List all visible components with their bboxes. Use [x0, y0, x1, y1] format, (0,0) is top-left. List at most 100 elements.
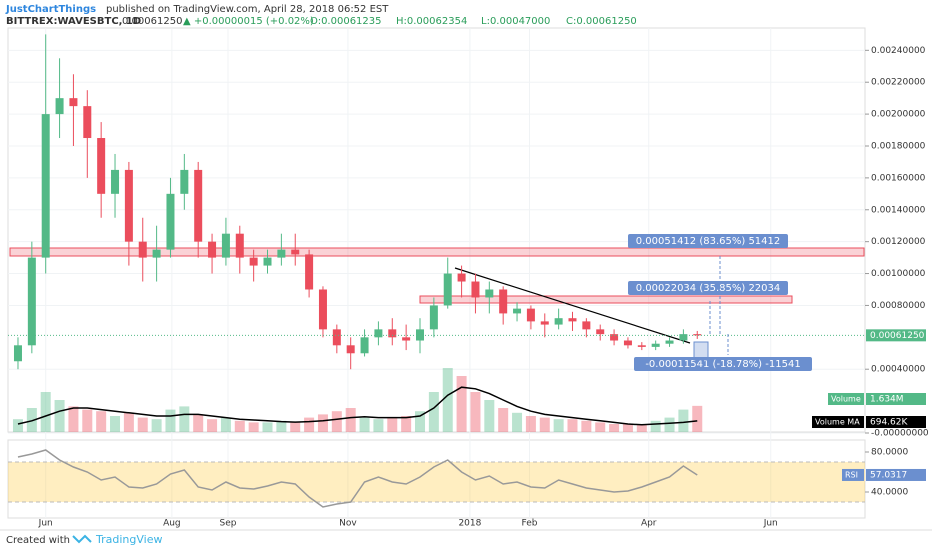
- x-tick-label: Aug: [163, 519, 181, 529]
- candle-body: [596, 329, 605, 335]
- candle-body: [651, 343, 660, 347]
- measure-label-box: [628, 234, 788, 248]
- close: C:0.00061250: [566, 16, 637, 27]
- candle-body: [263, 257, 272, 266]
- volume-bar: [207, 419, 218, 432]
- volume-bar: [54, 400, 65, 432]
- candle-body: [208, 241, 217, 258]
- rsi-line: [17, 449, 698, 508]
- rsi-value: 57.0317: [870, 470, 907, 480]
- rsi-value-tag: [866, 468, 926, 481]
- volume-bar: [692, 405, 703, 432]
- candle-body: [402, 337, 411, 341]
- volume-value: 1.634M: [870, 395, 904, 405]
- volume-bar: [512, 412, 523, 432]
- candle-body: [471, 281, 480, 298]
- candle-body: [41, 114, 50, 258]
- volume-bar: [442, 368, 453, 432]
- volume-bar: [234, 420, 245, 432]
- volume-ma-tag: [812, 416, 864, 428]
- volume-bar: [110, 416, 121, 432]
- candle-body: [69, 98, 78, 107]
- measure-label: -0.00011541 (-18.78%) -11541: [645, 359, 800, 370]
- volume-bar: [123, 412, 134, 432]
- volume-bar: [636, 424, 647, 432]
- volume-bar: [609, 424, 620, 432]
- candle-body: [166, 193, 175, 250]
- volume-bar: [12, 419, 23, 432]
- volume-bar: [96, 411, 107, 432]
- volume-bar: [678, 409, 689, 432]
- volume-bar: [539, 417, 550, 432]
- y-tick-label: 0.00140000: [871, 205, 926, 215]
- open: O:0.00061235: [310, 16, 382, 27]
- volume-bar: [290, 422, 301, 432]
- volume-bar: [415, 411, 426, 432]
- measure-label-box: [628, 281, 788, 295]
- candle-body: [360, 337, 369, 354]
- volume-bar: [567, 419, 578, 432]
- y-tick-label: -0.00000000: [871, 429, 929, 439]
- y-tick-label: 0.00100000: [871, 269, 926, 279]
- volume-ma-line: [17, 386, 698, 426]
- volume-tag-name: Volume: [831, 395, 861, 404]
- candle-body: [499, 289, 508, 314]
- rsi-band: [8, 462, 865, 502]
- volume-bar: [525, 416, 536, 432]
- candle-body: [374, 329, 383, 338]
- volume-tag: [828, 393, 864, 405]
- candle-body: [97, 138, 106, 194]
- candle-body: [526, 308, 535, 322]
- volume-bar: [262, 422, 273, 432]
- candle-body: [180, 169, 189, 194]
- author[interactable]: JustChartThings: [5, 4, 96, 15]
- volume-bar: [40, 392, 51, 432]
- candle-body: [332, 329, 341, 346]
- volume-bar: [317, 414, 328, 432]
- candle-body: [429, 305, 438, 330]
- measure-label: 0.00051412 (83.65%) 51412: [636, 236, 781, 247]
- volume-bar: [304, 417, 315, 432]
- last-price-tag: [866, 329, 926, 342]
- y-tick-label: 0.00240000: [871, 46, 926, 56]
- candle-body: [568, 318, 577, 322]
- volume-bar: [456, 376, 467, 432]
- candle-body: [637, 345, 646, 347]
- candle-body: [679, 334, 688, 341]
- volume-bar: [276, 420, 287, 432]
- high: H:0.00062354: [396, 16, 467, 27]
- candle-body: [623, 340, 632, 346]
- volume-bar: [595, 422, 606, 432]
- candle-body: [249, 257, 258, 266]
- volume-bar: [220, 417, 231, 432]
- volume-bar: [498, 408, 509, 432]
- volume-bar: [193, 414, 204, 432]
- volume-bar: [553, 419, 564, 432]
- candle-body: [55, 98, 64, 115]
- trend-line: [454, 267, 691, 344]
- y-tick-label: 0.00120000: [871, 237, 926, 247]
- measure-label: 0.00022034 (35.85%) 22034: [636, 283, 781, 294]
- candle-body: [540, 321, 549, 325]
- candle-body: [318, 289, 327, 330]
- volume-bar: [484, 400, 495, 432]
- published: published on TradingView.com, April 28, …: [106, 4, 389, 15]
- candle-body: [124, 169, 133, 242]
- low: L:0.00047000: [481, 16, 550, 27]
- x-tick-label: Nov: [339, 519, 357, 529]
- price-pane: [7, 27, 866, 433]
- volume-bar: [345, 408, 356, 432]
- resistance-zone: [419, 295, 793, 304]
- volume-bar: [331, 411, 342, 432]
- candle-body: [83, 106, 92, 139]
- candle-body: [693, 334, 702, 336]
- change: ▲ +0.00000015 (+0.02%): [183, 16, 314, 27]
- footer-brand[interactable]: TradingView: [95, 533, 162, 546]
- rsi-pane: [7, 439, 866, 519]
- candle-body: [291, 249, 300, 255]
- candle-body: [457, 273, 466, 282]
- rsi-tick-label: 80.0000: [871, 448, 908, 458]
- volume-ma-name: Volume MA: [815, 418, 860, 427]
- volume-bar: [248, 422, 259, 432]
- volume-bar: [179, 406, 190, 432]
